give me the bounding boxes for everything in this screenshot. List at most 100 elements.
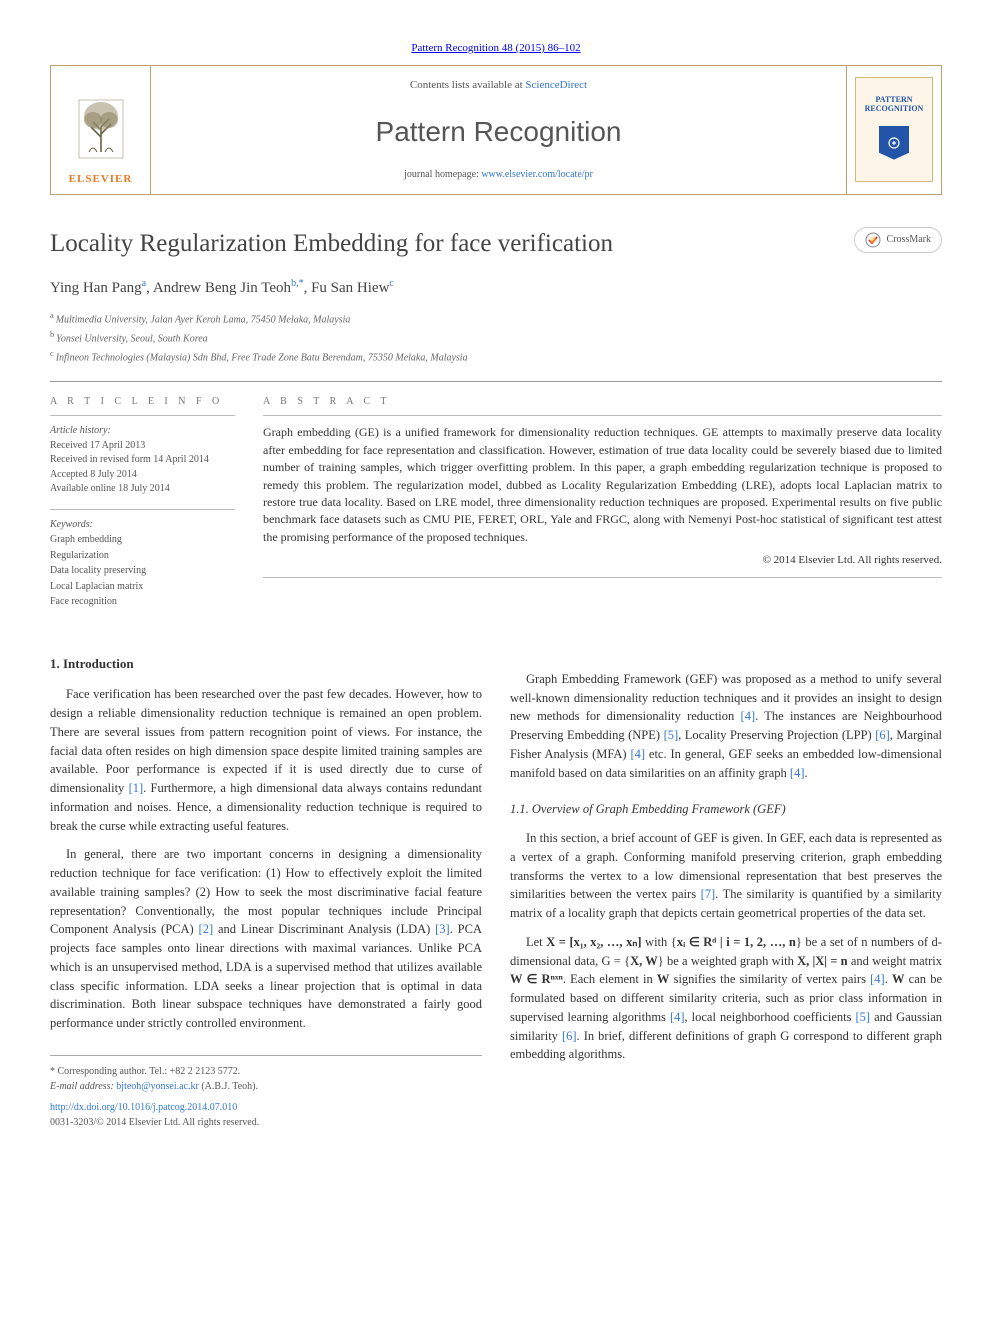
r3-a: Let	[526, 935, 546, 949]
math-W3: W	[892, 972, 905, 986]
affiliation-b: bYonsei University, Seoul, South Korea	[50, 329, 942, 346]
ref-link-4c[interactable]: [4]	[790, 766, 805, 780]
right-p1: Graph Embedding Framework (GEF) was prop…	[510, 670, 942, 783]
publisher-logo-box: ELSEVIER	[51, 66, 151, 194]
abstract-divider-bottom	[263, 577, 942, 578]
keyword-item: Graph embedding	[50, 533, 235, 548]
ref-link-5[interactable]: [5]	[664, 728, 679, 742]
math-X-def: X = [x₁, x₂, …, xₙ]	[546, 935, 641, 949]
ref-link-2[interactable]: [2]	[199, 922, 214, 936]
history-accepted: Accepted 8 July 2014	[50, 468, 235, 483]
ref-link-3[interactable]: [3]	[435, 922, 450, 936]
math-W: W ∈ Rⁿˣⁿ	[510, 972, 563, 986]
keyword-item: Face recognition	[50, 595, 235, 610]
r3-e: and weight matrix	[848, 954, 942, 968]
left-column: 1. Introduction Face verification has be…	[50, 632, 482, 1130]
affiliation-a: aMultimedia University, Jalan Ayer Keroh…	[50, 310, 942, 327]
keyword-item: Regularization	[50, 549, 235, 564]
email-line: E-mail address: bjteoh@yonsei.ac.kr (A.B…	[50, 1079, 482, 1094]
doi-link[interactable]: http://dx.doi.org/10.1016/j.patcog.2014.…	[50, 1102, 237, 1113]
right-column: Graph Embedding Framework (GEF) was prop…	[510, 632, 942, 1130]
right-p2: In this section, a brief account of GEF …	[510, 829, 942, 923]
author-1-sup: a	[142, 278, 146, 289]
author-3-sup: c	[389, 278, 393, 289]
right-p3: Let X = [x₁, x₂, …, xₙ] with {xᵢ ∈ Rᵈ | …	[510, 933, 942, 1064]
journal-ref-link[interactable]: Pattern Recognition 48 (2015) 86–102	[411, 42, 580, 54]
ref-link-4b[interactable]: [4]	[630, 747, 645, 761]
journal-name: Pattern Recognition	[376, 111, 622, 153]
contents-prefix: Contents lists available at	[410, 79, 525, 91]
journal-cover-thumbnail: PATTERN RECOGNITION	[855, 77, 933, 182]
info-abstract-row: A R T I C L E I N F O Article history: R…	[50, 394, 942, 622]
keywords-block: Keywords: Graph embedding Regularization…	[50, 518, 235, 610]
affiliation-c: cInfineon Technologies (Malaysia) Sdn Bh…	[50, 348, 942, 365]
sciencedirect-link[interactable]: ScienceDirect	[525, 79, 587, 91]
crossmark-badge[interactable]: CrossMark	[854, 227, 942, 253]
email-link[interactable]: bjteoh@yonsei.ac.kr	[116, 1081, 199, 1092]
author-2: Andrew Beng Jin Teoh	[153, 280, 291, 296]
history-received: Received 17 April 2013	[50, 439, 235, 454]
ref-link-4e[interactable]: [4]	[670, 1010, 685, 1024]
issn-copyright: 0031-3203/© 2014 Elsevier Ltd. All right…	[50, 1115, 482, 1130]
intro-p1: Face verification has been researched ov…	[50, 685, 482, 835]
crossmark-icon	[865, 232, 881, 248]
divider	[50, 381, 942, 382]
abstract-column: A B S T R A C T Graph embedding (GE) is …	[263, 394, 942, 622]
r3-h: .	[885, 972, 892, 986]
info-divider	[50, 415, 235, 416]
journal-reference: Pattern Recognition 48 (2015) 86–102	[50, 40, 942, 57]
author-2-sup: b,*	[291, 278, 304, 289]
homepage-link[interactable]: www.elsevier.com/locate/pr	[481, 169, 593, 180]
r3-f: . Each element in	[563, 972, 657, 986]
footnotes: * Corresponding author. Tel.: +82 2 2123…	[50, 1055, 482, 1130]
doi-line: http://dx.doi.org/10.1016/j.patcog.2014.…	[50, 1100, 482, 1115]
article-title: Locality Regularization Embedding for fa…	[50, 225, 854, 263]
abstract-heading: A B S T R A C T	[263, 394, 942, 409]
ref-link-4a[interactable]: [4]	[741, 709, 756, 723]
abstract-text: Graph embedding (GE) is a unified framew…	[263, 424, 942, 546]
cover-title-line2: RECOGNITION	[865, 105, 924, 114]
title-row: Locality Regularization Embedding for fa…	[50, 225, 942, 277]
abstract-divider	[263, 415, 942, 416]
article-history-block: Article history: Received 17 April 2013 …	[50, 424, 235, 497]
history-label: Article history:	[50, 424, 235, 439]
publisher-name: ELSEVIER	[69, 171, 133, 188]
math-Xn: X, |X| = n	[797, 954, 848, 968]
header-center: Contents lists available at ScienceDirec…	[151, 66, 846, 194]
cover-badge-icon	[879, 126, 909, 160]
abstract-copyright: © 2014 Elsevier Ltd. All rights reserved…	[263, 552, 942, 569]
math-G: X, W	[630, 954, 658, 968]
intro-p1-a: Face verification has been researched ov…	[50, 687, 482, 795]
affil-a-text: Multimedia University, Jalan Ayer Keroh …	[56, 314, 351, 325]
author-list: Ying Han Panga, Andrew Beng Jin Teohb,*,…	[50, 276, 942, 300]
corresponding-author-note: * Corresponding author. Tel.: +82 2 2123…	[50, 1064, 482, 1079]
math-xi: xᵢ ∈ Rᵈ | i = 1, 2, …, n	[677, 935, 796, 949]
ref-link-7[interactable]: [7]	[701, 887, 716, 901]
email-label: E-mail address:	[50, 1081, 116, 1092]
keywords-label: Keywords:	[50, 518, 235, 533]
section-1-heading: 1. Introduction	[50, 654, 482, 674]
body-columns: 1. Introduction Face verification has be…	[50, 632, 942, 1130]
info-divider-2	[50, 509, 235, 510]
homepage-prefix: journal homepage:	[404, 169, 481, 180]
r3-g: signifies the similarity of vertex pairs	[669, 972, 870, 986]
affil-c-text: Infineon Technologies (Malaysia) Sdn Bhd…	[56, 352, 468, 363]
page: Pattern Recognition 48 (2015) 86–102 ELS…	[0, 0, 992, 1170]
ref-link-1[interactable]: [1]	[129, 781, 144, 795]
ref-link-4d[interactable]: [4]	[870, 972, 885, 986]
ref-link-5b[interactable]: [5]	[856, 1010, 871, 1024]
intro-p2: In general, there are two important conc…	[50, 845, 482, 1033]
affil-b-text: Yonsei University, Seoul, South Korea	[56, 333, 207, 344]
ref-link-6b[interactable]: [6]	[562, 1029, 577, 1043]
right-p1-c: , Locality Preserving Projection (LPP)	[678, 728, 875, 742]
ref-link-6[interactable]: [6]	[875, 728, 890, 742]
elsevier-tree-icon	[71, 92, 131, 167]
keyword-item: Data locality preserving	[50, 564, 235, 579]
subsection-1-1-heading: 1.1. Overview of Graph Embedding Framewo…	[510, 800, 942, 819]
math-W2: W	[657, 972, 670, 986]
article-info-heading: A R T I C L E I N F O	[50, 394, 235, 409]
journal-header: ELSEVIER Contents lists available at Sci…	[50, 65, 942, 195]
homepage-line: journal homepage: www.elsevier.com/locat…	[404, 167, 593, 182]
author-3: Fu San Hiew	[311, 280, 389, 296]
intro-p2-c: . PCA projects face samples onto linear …	[50, 922, 482, 1030]
